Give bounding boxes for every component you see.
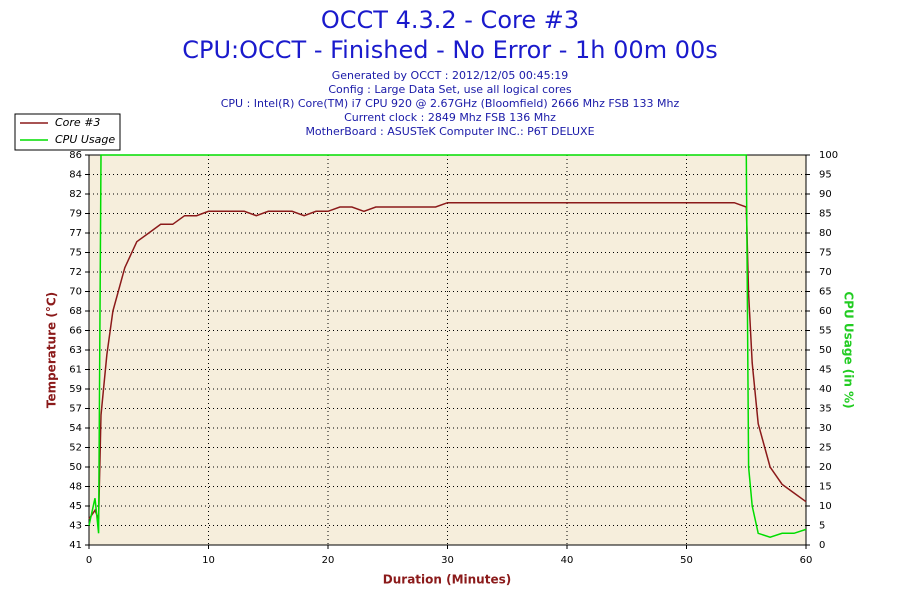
- y-tick-label: 66: [69, 326, 82, 337]
- y-tick-label: 75: [69, 248, 82, 259]
- y-tick-label: 79: [69, 209, 82, 220]
- chart-subtitle: CPU:OCCT - Finished - No Error - 1h 00m …: [182, 36, 718, 64]
- x-tick-label: 0: [86, 555, 92, 566]
- plot-area: [89, 155, 806, 545]
- y-tick-label: 82: [69, 189, 82, 200]
- y-tick-label: 52: [69, 443, 82, 454]
- y2-tick-label: 25: [819, 443, 832, 454]
- info-line: Generated by OCCT : 2012/12/05 00:45:19: [332, 69, 569, 82]
- x-tick-label: 10: [202, 555, 215, 566]
- y2-tick-label: 65: [819, 287, 832, 298]
- y2-tick-label: 95: [819, 170, 832, 181]
- y2-tick-label: 20: [819, 462, 832, 473]
- x-tick-label: 60: [800, 555, 813, 566]
- y-tick-label: 54: [69, 423, 82, 434]
- x-axis-label: Duration (Minutes): [383, 573, 511, 587]
- y2-tick-label: 5: [819, 521, 825, 532]
- y-tick-label: 43: [69, 521, 82, 532]
- legend-box: [14, 113, 121, 151]
- y2-tick-label: 85: [819, 209, 832, 220]
- y-tick-label: 86: [69, 150, 82, 161]
- legend-label: Core #3: [55, 116, 100, 129]
- y-tick-label: 57: [69, 404, 82, 415]
- y-tick-label: 45: [69, 501, 82, 512]
- y-tick-label: 77: [69, 228, 82, 239]
- y2-tick-label: 100: [819, 150, 838, 161]
- y2-tick-label: 0: [819, 540, 825, 551]
- chart-title: OCCT 4.3.2 - Core #3: [321, 6, 579, 34]
- y2-tick-label: 60: [819, 306, 832, 317]
- info-line: Config : Large Data Set, use all logical…: [328, 83, 572, 96]
- y-tick-label: 70: [69, 287, 82, 298]
- info-line: MotherBoard : ASUSTeK Computer INC.: P6T…: [305, 125, 594, 138]
- y2-tick-label: 45: [819, 365, 832, 376]
- y2-tick-label: 15: [819, 482, 832, 493]
- y2-tick-label: 70: [819, 267, 832, 278]
- y-tick-label: 84: [69, 170, 82, 181]
- y-tick-label: 59: [69, 384, 82, 395]
- y-tick-label: 61: [69, 365, 82, 376]
- y2-axis-label: CPU Usage (in %): [842, 291, 856, 408]
- y-tick-label: 48: [69, 482, 82, 493]
- series-line: [88, 201, 807, 520]
- y2-tick-label: 30: [819, 423, 832, 434]
- y2-tick-label: 40: [819, 384, 832, 395]
- y2-tick-label: 55: [819, 326, 832, 337]
- y2-tick-label: 50: [819, 345, 832, 356]
- y-tick-label: 41: [69, 540, 82, 551]
- y-tick-label: 72: [69, 267, 82, 278]
- x-tick-label: 20: [322, 555, 335, 566]
- y-tick-label: 68: [69, 306, 82, 317]
- info-line: CPU : Intel(R) Core(TM) i7 CPU 920 @ 2.6…: [221, 97, 680, 110]
- y2-tick-label: 75: [819, 248, 832, 259]
- series-line: [88, 154, 807, 538]
- x-tick-label: 50: [680, 555, 693, 566]
- info-line: Current clock : 2849 Mhz FSB 136 Mhz: [344, 111, 556, 124]
- y2-tick-label: 35: [819, 404, 832, 415]
- y2-tick-label: 90: [819, 189, 832, 200]
- y-axis-label: Temperature (°C): [45, 292, 59, 408]
- y2-tick-label: 80: [819, 228, 832, 239]
- y-tick-label: 63: [69, 345, 82, 356]
- x-tick-label: 40: [561, 555, 574, 566]
- y2-tick-label: 10: [819, 501, 832, 512]
- y-tick-label: 50: [69, 462, 82, 473]
- x-tick-label: 30: [441, 555, 454, 566]
- legend-label: CPU Usage: [55, 133, 115, 146]
